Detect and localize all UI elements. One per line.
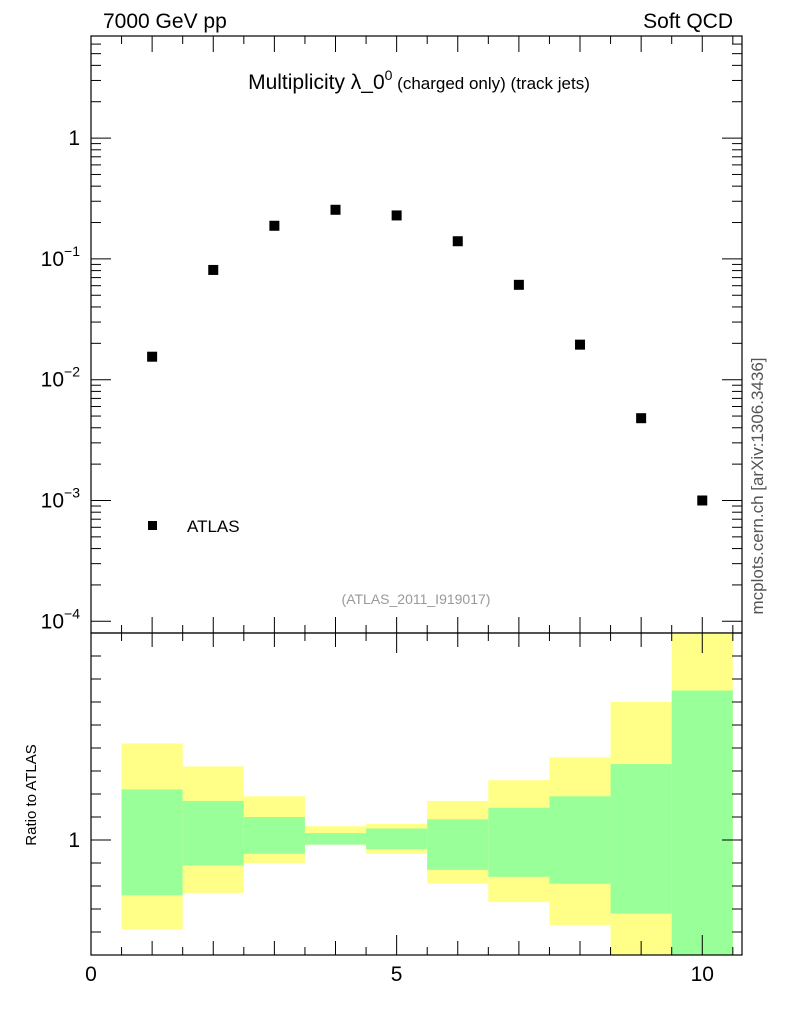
chart-title-suffix: (charged only) (track jets) [392, 74, 589, 93]
header-right-label: Soft QCD [643, 10, 733, 33]
chart-title: Multiplicity λ_00 (charged only) (track … [248, 67, 590, 94]
legend: ATLAS [148, 517, 240, 536]
ratio-bands [121, 633, 733, 955]
main-y-tick-label-base: 10 [41, 248, 64, 271]
ratio-band-inner [243, 817, 305, 854]
ratio-band-inner [427, 819, 489, 870]
analysis-tag: (ATLAS_2011_I919017) [342, 591, 491, 607]
data-point-atlas [575, 339, 586, 350]
main-y-tick-label: 10−1 [41, 243, 81, 271]
main-y-tick-label: 10−2 [41, 364, 81, 392]
main-y-tick-label-exponent: −2 [64, 364, 80, 380]
main-plot-ticks [90, 35, 742, 633]
chart-title-main: Multiplicity λ_0 [248, 71, 385, 94]
ratio-band-inner [549, 796, 611, 884]
ratio-plot-tick-labels: 0 5 10 1 [68, 829, 714, 986]
main-y-tick-label-base: 10 [41, 369, 64, 392]
ratio-y-axis-label: Ratio to ATLAS [23, 744, 40, 845]
data-point-atlas [513, 279, 524, 290]
ratio-y-tick-label: 1 [68, 829, 80, 852]
header-left-label: 7000 GeV pp [103, 10, 227, 33]
main-y-tick-label-base: 10 [41, 489, 64, 512]
ratio-plot: 0 5 10 1 Ratio to ATLAS [23, 632, 743, 986]
data-point-atlas [147, 351, 158, 362]
main-y-tick-label-base: 1 [68, 127, 80, 150]
data-point-atlas [208, 264, 219, 275]
legend-label-atlas: ATLAS [187, 517, 240, 536]
legend-marker-atlas [148, 521, 157, 530]
data-point-atlas [330, 204, 341, 215]
ratio-x-tick-label: 0 [85, 963, 97, 986]
ratio-band-inner [488, 807, 550, 877]
ratio-x-tick-label: 10 [691, 963, 714, 986]
ratio-band-inner [610, 764, 672, 914]
main-plot-frame [90, 35, 743, 634]
ratio-x-tick-label: 5 [391, 963, 403, 986]
side-watermark-label: mcplots.cern.ch [arXiv:1306.3436] [748, 357, 767, 614]
main-y-tick-label: 10−3 [41, 484, 81, 512]
main-y-tick-label-base: 10 [41, 610, 64, 633]
main-y-tick-label: 10−4 [41, 605, 81, 633]
ratio-band-inner [671, 690, 733, 955]
ratio-plot-ticks [90, 633, 742, 955]
ratio-band-inner [182, 800, 244, 866]
main-y-tick-label-exponent: −3 [64, 484, 80, 500]
data-point-atlas [269, 220, 280, 231]
data-point-atlas [697, 495, 708, 506]
data-point-atlas [636, 413, 647, 424]
ratio-band-inner [304, 833, 367, 845]
main-plot-y-tick-labels: 110−110−210−310−4 [41, 127, 81, 633]
data-point-atlas [391, 210, 402, 221]
main-y-tick-label: 1 [68, 127, 80, 150]
chart-title-superscript: 0 [385, 67, 393, 83]
ratio-band-inner [121, 789, 183, 896]
ratio-band-inner [366, 828, 428, 850]
main-y-tick-label-exponent: −4 [64, 605, 80, 621]
main-y-tick-label-exponent: −1 [64, 243, 80, 259]
main-plot: 110−110−210−310−4 Multiplicity λ_00 (cha… [41, 35, 743, 634]
main-plot-data-points [147, 204, 708, 506]
data-point-atlas [452, 236, 463, 247]
